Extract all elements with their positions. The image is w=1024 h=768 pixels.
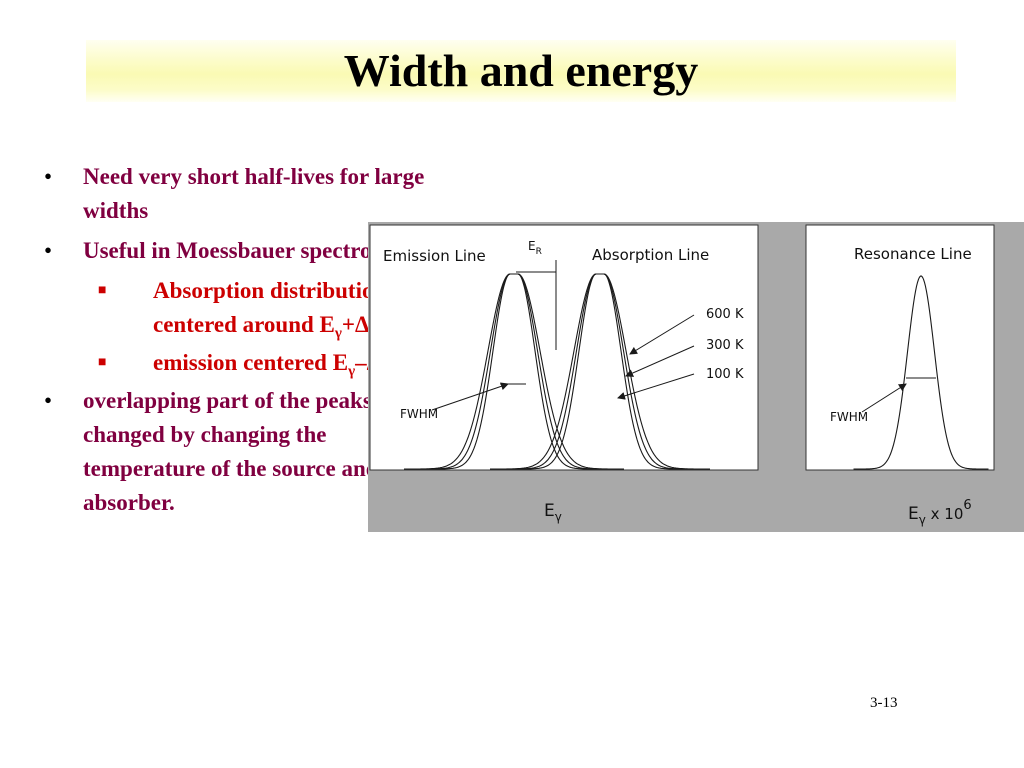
temperature-label-600k: 600 K — [706, 307, 744, 322]
right-fwhm-arrow — [861, 383, 907, 413]
bullet-dot-icon: • — [44, 238, 53, 263]
absorption-curve-3 — [490, 273, 710, 470]
sub-bullet-prefix-1: Absorption distribution is centered arou… — [153, 278, 408, 337]
temperature-label-300k: 300 K — [706, 338, 744, 353]
arrow-100k — [617, 373, 695, 400]
left-fwhm-label: FWHM — [400, 407, 438, 421]
square-bullet-icon: ■ — [98, 283, 107, 298]
temperature-label-100k: 100 K — [706, 367, 744, 382]
absorption-line-label: Absorption Line — [592, 246, 709, 264]
page-number: 3-13 — [870, 695, 898, 711]
bullet-dot-icon: • — [44, 388, 53, 413]
resonance-curve — [853, 275, 989, 470]
right-panel — [805, 224, 995, 471]
title-background — [86, 40, 956, 102]
left-panel — [369, 224, 759, 471]
square-bullet-icon: ■ — [98, 355, 107, 370]
left-curves — [404, 273, 710, 470]
resonance-line-label: Resonance Line — [854, 245, 972, 263]
bullet-dot-icon: • — [44, 164, 53, 189]
right-curves — [853, 275, 989, 470]
left-fwhm-arrow — [431, 382, 509, 411]
slide-title: Width and energy — [343, 45, 699, 96]
arrow-600k — [629, 314, 695, 355]
right-fwhm-label: FWHM — [830, 410, 868, 424]
emission-line-label: Emission Line — [383, 247, 486, 265]
arrow-300k — [625, 345, 695, 377]
bullet-text-1: Need very short half-lives for large wid… — [83, 164, 425, 223]
right-x-axis-label: Eγ x 106 — [908, 498, 972, 527]
left-x-axis-label: Eγ — [544, 501, 562, 524]
sub-bullet-subscript-1: γ — [334, 325, 342, 342]
figure-svg: Emission Line ER Absorption Line 600 K 3… — [368, 222, 1024, 532]
emission-curve-3 — [404, 273, 624, 470]
sub-bullet-subscript-2: γ — [348, 363, 356, 380]
bullet-item-1: • Need very short half-lives for large w… — [40, 160, 450, 228]
er-label: ER — [528, 239, 542, 257]
moessbauer-figure: Emission Line ER Absorption Line 600 K 3… — [368, 222, 1024, 532]
sub-bullet-prefix-2: emission centered E — [153, 350, 349, 375]
